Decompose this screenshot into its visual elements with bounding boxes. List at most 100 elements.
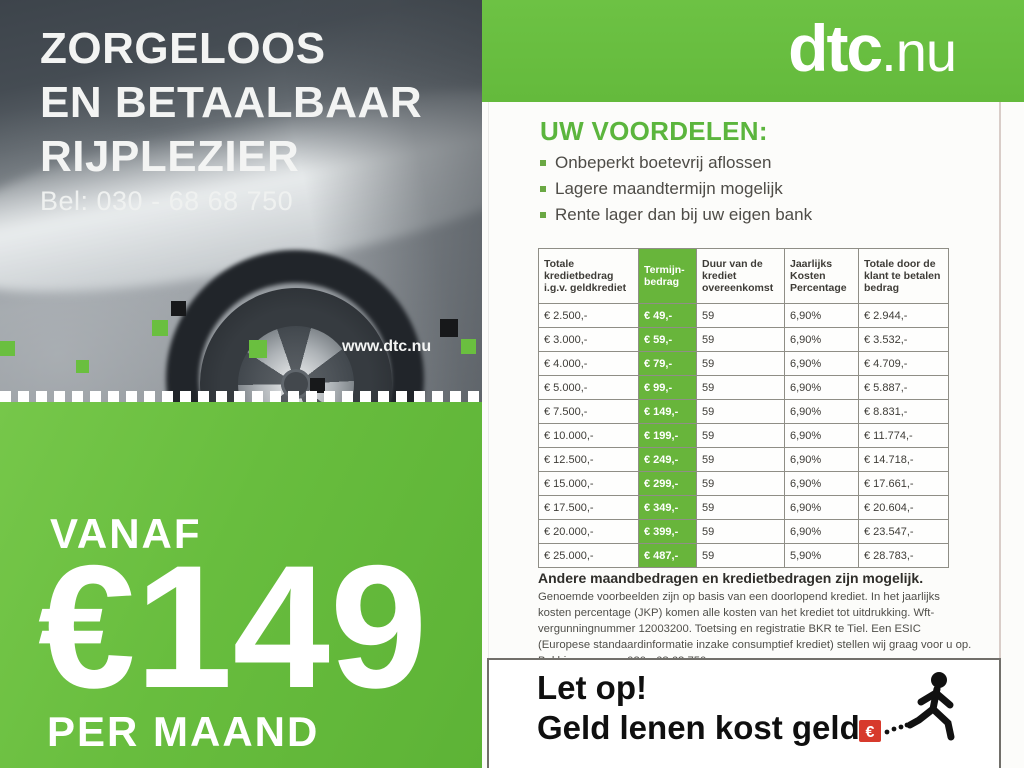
table-cell: 6,90% [784, 423, 859, 448]
benefit-label: Onbeperkt boetevrij aflossen [555, 153, 772, 172]
decor-square-green [152, 320, 168, 336]
website-url: www.dtc.nu [342, 338, 432, 355]
table-cell: € 79,- [638, 351, 697, 376]
footnote-title: Andere maandbedragen en kredietbedragen … [538, 570, 924, 586]
table-cell: 59 [696, 519, 785, 544]
table-cell: 59 [696, 327, 785, 352]
table-cell: € 10.000,- [538, 423, 639, 448]
decor-square-black [171, 301, 186, 316]
table-cell: € 299,- [638, 471, 697, 496]
chain-links [884, 722, 910, 735]
table-cell: € 15.000,- [538, 471, 639, 496]
brand-logo: dtc.nu [788, 10, 957, 86]
table-cell: € 2.944,- [858, 303, 949, 328]
credit-table-body: € 2.500,- € 49,- 59 6,90% € 2.944,- € 3.000,-… [538, 303, 949, 568]
table-cell: 6,90% [784, 327, 859, 352]
table-header-cell: Duur van de krediet overeenkomst [696, 248, 785, 304]
table-cell: € 17.500,- [538, 495, 639, 520]
right-panel: dtc.nu UW VOORDELEN: Onbeperkt boetevrij… [482, 0, 1024, 768]
euro-badge [859, 720, 881, 742]
table-cell: 6,90% [784, 519, 859, 544]
table-row: € 12.500,- € 249,- 59 6,90% € 14.718,- [538, 447, 949, 472]
warning-text: Let op! Geld lenen kost geld [537, 668, 860, 748]
table-header-cell: Termijn-bedrag [638, 248, 697, 304]
headline-line-1: ZORGELOOS [40, 24, 326, 73]
benefits-section: UW VOORDELEN: Onbeperkt boetevrij afloss… [540, 116, 980, 225]
table-cell: 6,90% [784, 399, 859, 424]
table-header-cell: Totale door de klant te betalen bedrag [858, 248, 949, 304]
table-cell: € 28.783,- [858, 543, 949, 568]
table-cell: € 5.000,- [538, 375, 639, 400]
walking-person-icon [906, 685, 955, 741]
footnote: Andere maandbedragen en kredietbedragen … [538, 570, 976, 669]
credit-table: Totale kredietbedrag i.g.v. geldkrediet … [538, 248, 949, 568]
table-cell: € 14.718,- [858, 447, 949, 472]
table-cell: 59 [696, 495, 785, 520]
table-cell: 59 [696, 375, 785, 400]
decor-square-green [249, 340, 267, 358]
warning-box: Let op! Geld lenen kost geld € [487, 658, 1001, 768]
table-cell: 6,90% [784, 447, 859, 472]
table-row: € 5.000,- € 99,- 59 6,90% € 5.887,- [538, 375, 949, 400]
bullet-square-icon [540, 186, 546, 192]
decor-square-green [0, 341, 15, 356]
table-cell: 59 [696, 351, 785, 376]
table-cell: € 3.532,- [858, 327, 949, 352]
table-row: € 25.000,- € 487,- 59 5,90% € 28.783,- [538, 543, 949, 568]
offer-amount: €149 [38, 530, 428, 725]
table-row: € 7.500,- € 149,- 59 6,90% € 8.831,- [538, 399, 949, 424]
table-row: € 3.000,- € 59,- 59 6,90% € 3.532,- [538, 327, 949, 352]
table-cell: € 23.547,- [858, 519, 949, 544]
decor-square-green [76, 360, 89, 373]
headline-line-3: RIJPLEZIER [40, 132, 300, 181]
table-cell: 59 [696, 399, 785, 424]
table-cell: € 4.709,- [858, 351, 949, 376]
headline: ZORGELOOS EN BETAALBAAR RIJPLEZIER [40, 22, 422, 184]
table-cell: € 5.887,- [858, 375, 949, 400]
table-cell: € 487,- [638, 543, 697, 568]
table-header-row: Totale kredietbedrag i.g.v. geldkrediet … [538, 248, 949, 304]
card-edge-line [999, 102, 1001, 658]
offer-prefix: VANAF [50, 510, 202, 557]
dotted-separator [0, 391, 482, 402]
benefit-item: Lagere maandtermijn mogelijk [540, 179, 980, 199]
table-cell: € 20.604,- [858, 495, 949, 520]
table-row: € 10.000,- € 199,- 59 6,90% € 11.774,- [538, 423, 949, 448]
car-photo: ZORGELOOS EN BETAALBAAR RIJPLEZIER Bel: … [0, 0, 482, 403]
logo-text: dtc [788, 11, 883, 85]
table-cell: 59 [696, 447, 785, 472]
decor-square-black [310, 378, 325, 393]
left-panel: ZORGELOOS EN BETAALBAAR RIJPLEZIER Bel: … [0, 0, 482, 768]
table-cell: € 199,- [638, 423, 697, 448]
table-cell: € 17.661,- [858, 471, 949, 496]
table-cell: € 249,- [638, 447, 697, 472]
table-cell: 6,90% [784, 495, 859, 520]
table-cell: 59 [696, 303, 785, 328]
table-cell: € 149,- [638, 399, 697, 424]
table-cell: 6,90% [784, 375, 859, 400]
table-cell: € 7.500,- [538, 399, 639, 424]
bullet-square-icon [540, 160, 546, 166]
offer-suffix: PER MAAND [47, 708, 320, 755]
table-cell: € 12.500,- [538, 447, 639, 472]
table-cell: € 349,- [638, 495, 697, 520]
benefit-item: Rente lager dan bij uw eigen bank [540, 205, 980, 225]
table-row: € 20.000,- € 399,- 59 6,90% € 23.547,- [538, 519, 949, 544]
table-cell: € 25.000,- [538, 543, 639, 568]
table-row: € 15.000,- € 299,- 59 6,90% € 17.661,- [538, 471, 949, 496]
table-cell: € 20.000,- [538, 519, 639, 544]
table-cell: 6,90% [784, 303, 859, 328]
table-cell: € 399,- [638, 519, 697, 544]
table-cell: € 59,- [638, 327, 697, 352]
table-cell: € 4.000,- [538, 351, 639, 376]
person-head [931, 672, 947, 688]
benefit-item: Onbeperkt boetevrij aflossen [540, 153, 980, 173]
table-cell: € 49,- [638, 303, 697, 328]
benefit-label: Lagere maandtermijn mogelijk [555, 179, 783, 198]
phone-number: Bel: 030 - 68 68 750 [40, 186, 294, 216]
table-cell: € 99,- [638, 375, 697, 400]
table-cell: 59 [696, 423, 785, 448]
table-cell: 59 [696, 543, 785, 568]
table-cell: € 8.831,- [858, 399, 949, 424]
